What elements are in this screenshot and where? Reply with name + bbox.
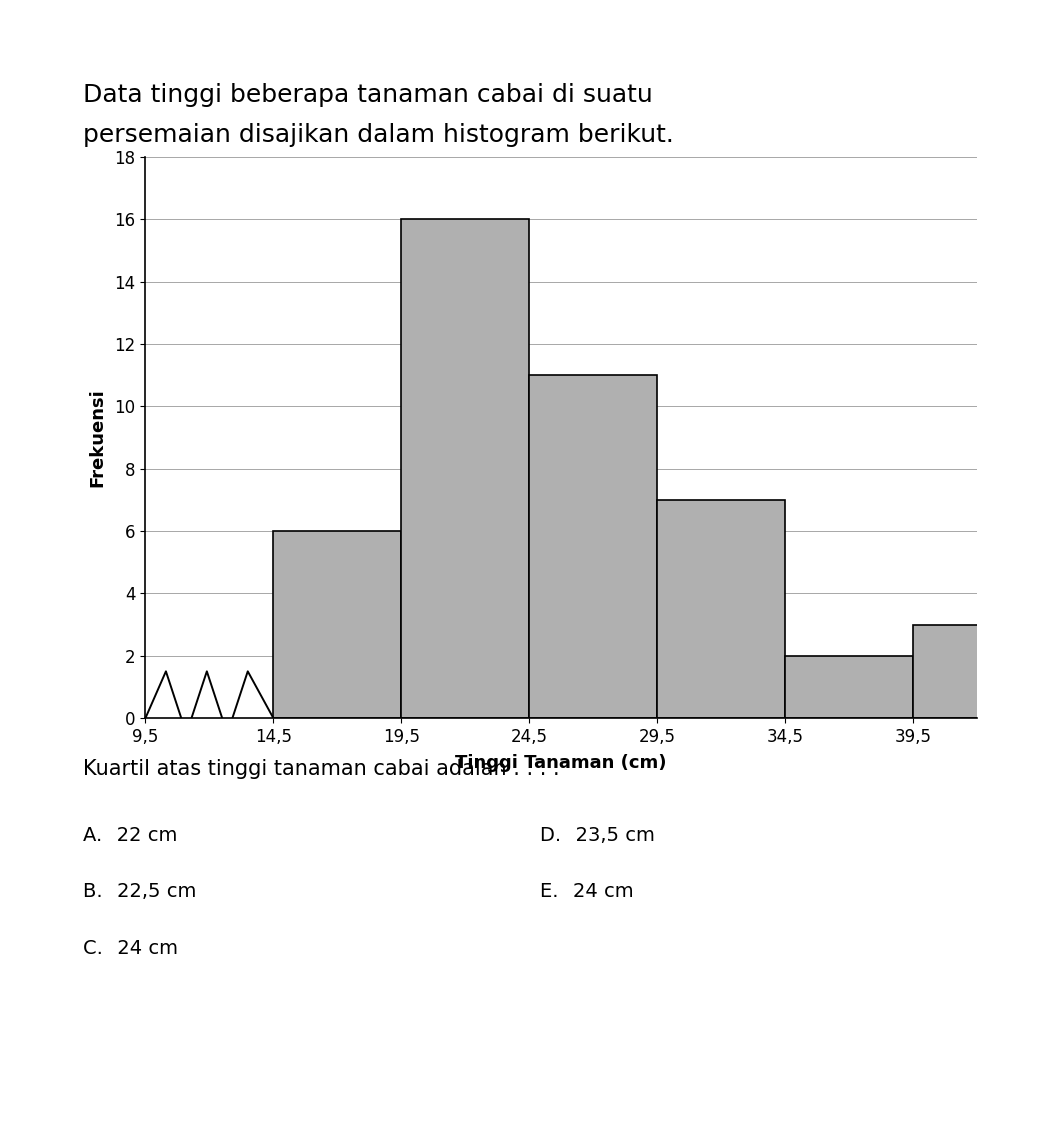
Text: Kuartil atas tinggi tanaman cabai adalah . . . .: Kuartil atas tinggi tanaman cabai adalah…: [83, 758, 560, 779]
Text: D.   23,5 cm: D. 23,5 cm: [540, 827, 656, 845]
Text: B.   22,5 cm: B. 22,5 cm: [83, 883, 196, 901]
Text: C.   24 cm: C. 24 cm: [83, 939, 178, 957]
Text: A.   22 cm: A. 22 cm: [83, 827, 178, 845]
X-axis label: Tinggi Tanaman (cm): Tinggi Tanaman (cm): [455, 754, 667, 772]
Text: Data tinggi beberapa tanaman cabai di suatu: Data tinggi beberapa tanaman cabai di su…: [83, 83, 652, 108]
Bar: [784, 655, 912, 718]
Bar: [529, 375, 657, 718]
Bar: [912, 625, 1039, 718]
Bar: [657, 500, 784, 718]
Text: persemaian disajikan dalam histogram berikut.: persemaian disajikan dalam histogram ber…: [83, 122, 674, 147]
Bar: [273, 531, 401, 718]
Y-axis label: Frekuensi: Frekuensi: [88, 388, 106, 487]
Bar: [401, 220, 529, 718]
Text: E.   24 cm: E. 24 cm: [540, 883, 634, 901]
